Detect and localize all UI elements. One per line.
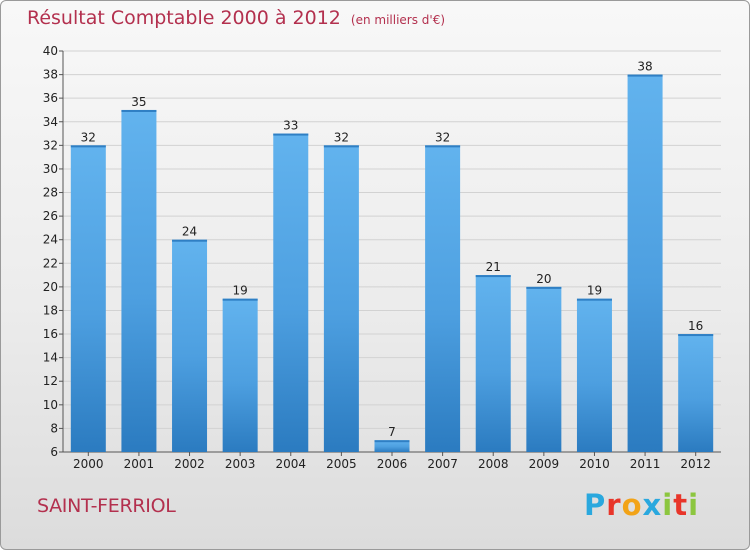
bar-2002 bbox=[172, 239, 208, 452]
bar-top-edge bbox=[172, 239, 208, 242]
logo-letter: r bbox=[606, 488, 622, 522]
x-tick-label: 2005 bbox=[326, 457, 357, 471]
value-labels: 32 35 24 19 33 32 7 32 21 20 19 38 16 bbox=[81, 60, 704, 440]
y-tick-label: 30 bbox=[43, 162, 58, 176]
bar-2007 bbox=[425, 145, 461, 452]
logo-letter: o bbox=[621, 488, 643, 522]
y-tick-label: 12 bbox=[43, 374, 58, 388]
bar-2000 bbox=[70, 145, 106, 452]
value-label: 19 bbox=[587, 284, 602, 298]
y-tick-label: 16 bbox=[43, 327, 58, 341]
bar-top-edge bbox=[526, 286, 562, 289]
value-label: 24 bbox=[182, 225, 197, 239]
y-tick-label: 26 bbox=[43, 209, 58, 223]
y-tick-label: 14 bbox=[43, 351, 58, 365]
value-label: 33 bbox=[283, 119, 298, 133]
x-tick-label: 2010 bbox=[579, 457, 610, 471]
bar-top-edge bbox=[374, 440, 410, 443]
bar-2001 bbox=[121, 109, 157, 453]
x-tick-label: 2000 bbox=[73, 457, 104, 471]
logo-letter: t bbox=[673, 488, 689, 522]
y-tick-label: 32 bbox=[43, 138, 58, 152]
value-label: 21 bbox=[486, 260, 501, 274]
bar-top-edge bbox=[576, 298, 612, 301]
bar-top-edge bbox=[475, 275, 511, 278]
y-tick-label: 20 bbox=[43, 280, 58, 294]
chart-title: Résultat Comptable 2000 à 2012 bbox=[27, 7, 341, 29]
x-tick-label: 2009 bbox=[529, 457, 560, 471]
value-label: 16 bbox=[688, 319, 703, 333]
bar-2005 bbox=[323, 145, 359, 452]
y-tick-label: 10 bbox=[43, 398, 58, 412]
bar-2006 bbox=[374, 440, 410, 452]
x-tick-label: 2011 bbox=[630, 457, 661, 471]
x-tick-label: 2002 bbox=[174, 457, 205, 471]
value-label: 35 bbox=[131, 95, 146, 109]
y-tick-label: 18 bbox=[43, 303, 58, 317]
grid-lines bbox=[63, 50, 721, 453]
value-label: 19 bbox=[233, 284, 248, 298]
bar-2012 bbox=[678, 334, 714, 452]
chart-unit: (en milliers d'€) bbox=[350, 13, 446, 27]
bars bbox=[70, 74, 714, 453]
commune-name: SAINT-FERRIOL bbox=[37, 495, 176, 517]
bar-2008 bbox=[475, 275, 511, 452]
y-tick-label: 22 bbox=[43, 256, 58, 270]
value-label: 32 bbox=[435, 130, 450, 144]
y-tick-label: 28 bbox=[43, 186, 58, 200]
y-tick-label: 24 bbox=[43, 233, 58, 247]
x-tick-label: 2012 bbox=[680, 457, 711, 471]
bar-2003 bbox=[222, 298, 258, 452]
bar-2011 bbox=[627, 74, 663, 453]
value-label: 32 bbox=[81, 130, 96, 144]
value-label: 7 bbox=[388, 425, 396, 439]
y-tick-label: 6 bbox=[50, 445, 58, 459]
bar-2009 bbox=[526, 286, 562, 452]
bar-top-edge bbox=[273, 133, 309, 136]
value-label: 38 bbox=[637, 60, 652, 74]
bar-2010 bbox=[576, 298, 612, 452]
bar-top-edge bbox=[425, 145, 461, 148]
x-tick-label: 2007 bbox=[427, 457, 458, 471]
logo-letter: P bbox=[584, 488, 607, 522]
y-tick-label: 34 bbox=[43, 115, 58, 129]
bar-top-edge bbox=[678, 334, 714, 337]
logo-letter: i bbox=[688, 488, 700, 522]
bar-top-edge bbox=[70, 145, 106, 148]
x-tick-label: 2006 bbox=[377, 457, 408, 471]
logo-letter: i bbox=[662, 488, 674, 522]
y-tick-label: 38 bbox=[43, 68, 58, 82]
logo-letter: x bbox=[642, 488, 663, 522]
y-tick-label: 8 bbox=[50, 421, 58, 435]
proxiti-logo: Proxiti bbox=[584, 488, 699, 522]
bar-top-edge bbox=[121, 109, 157, 112]
x-tick-label: 2003 bbox=[225, 457, 256, 471]
y-tick-label: 36 bbox=[43, 91, 58, 105]
x-tick-label: 2008 bbox=[478, 457, 509, 471]
value-label: 20 bbox=[536, 272, 551, 286]
value-label: 32 bbox=[334, 130, 349, 144]
x-tick-label: 2004 bbox=[275, 457, 306, 471]
bar-top-edge bbox=[627, 74, 663, 77]
y-tick-label: 40 bbox=[43, 44, 58, 58]
x-tick-label: 2001 bbox=[124, 457, 155, 471]
chart-title-block: Résultat Comptable 2000 à 2012 (en millie… bbox=[27, 7, 445, 29]
bar-2004 bbox=[273, 133, 309, 452]
bar-top-edge bbox=[323, 145, 359, 148]
bar-top-edge bbox=[222, 298, 258, 301]
